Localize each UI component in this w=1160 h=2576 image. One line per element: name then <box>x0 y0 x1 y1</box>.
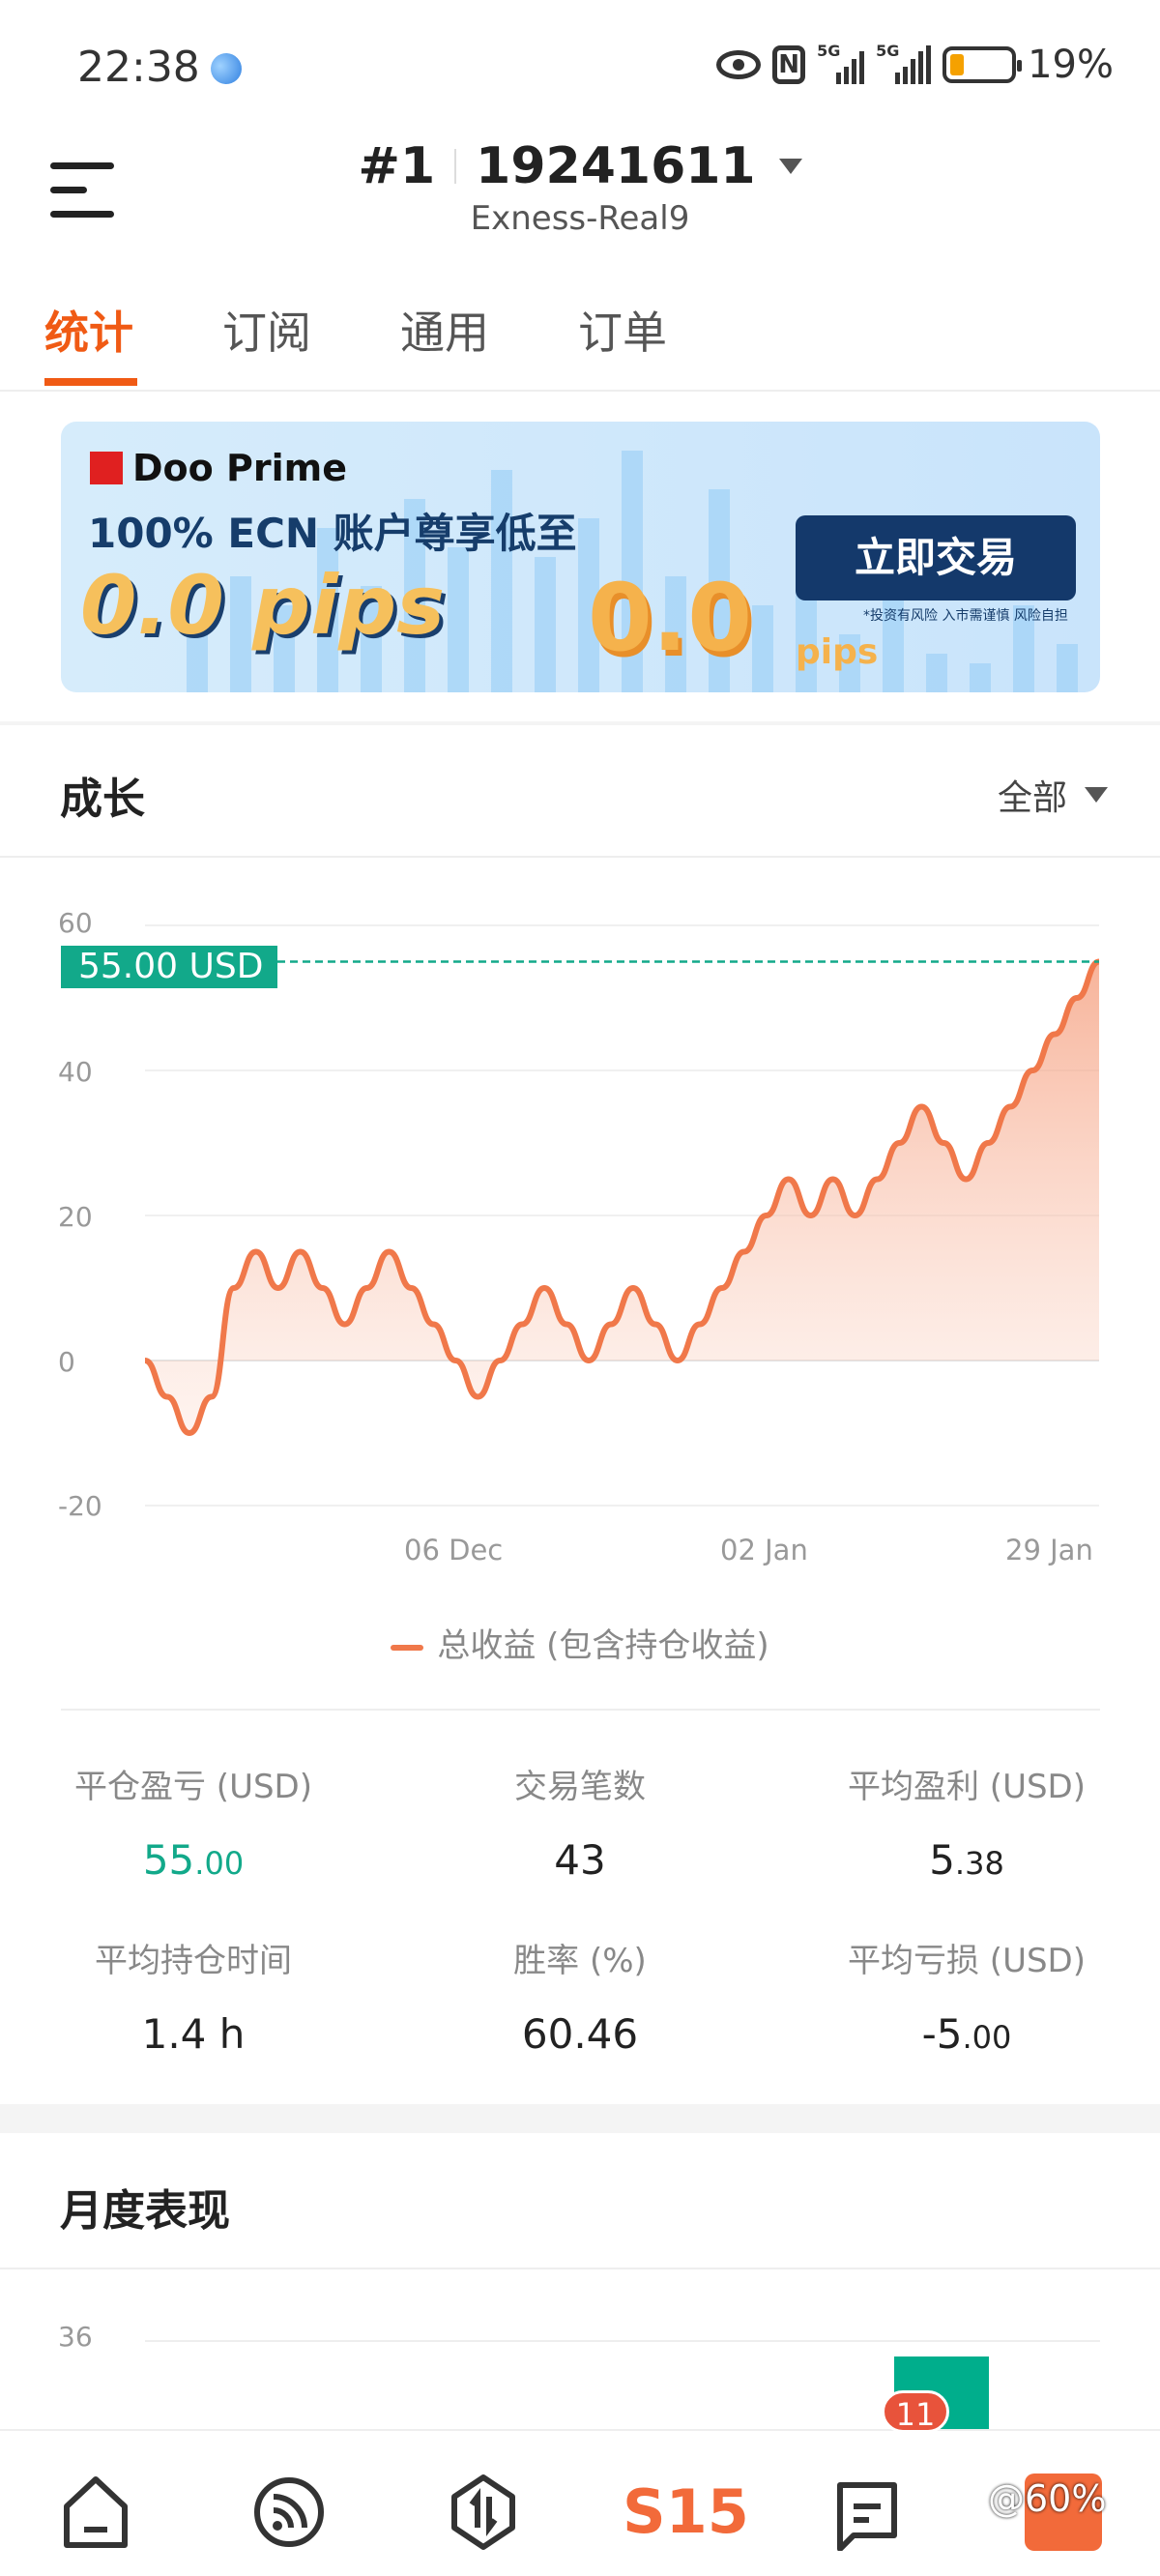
divider <box>61 1709 1100 1711</box>
status-time: 22:38 <box>77 43 200 92</box>
chart-legend: 总收益 (包含持仓收益) <box>0 1619 1160 1666</box>
account-index: #1 <box>358 137 436 195</box>
y-tick: -20 <box>58 1490 102 1522</box>
stat-avg-hold-time: 平均持仓时间 1.4 h <box>95 1942 292 2058</box>
section-separator <box>0 721 1160 725</box>
banner-big-unit: pips <box>796 632 879 672</box>
y-tick: 0 <box>58 1346 75 1378</box>
banner-decor-bar <box>361 586 382 692</box>
status-bar: 22:38 N 5G 5G 19% <box>0 0 1160 135</box>
banner-decor-bar <box>839 634 860 692</box>
x-tick: 02 Jan <box>720 1534 808 1566</box>
banner-decor-bar <box>926 654 947 692</box>
banner-decor-bar <box>317 528 338 692</box>
banner-decor-bar <box>709 489 730 692</box>
profile-icon[interactable] <box>1025 2474 1102 2551</box>
feed-icon[interactable] <box>250 2474 328 2551</box>
stat-win-rate: 胜率 (%) 60.46 <box>513 1942 647 2058</box>
messages-badge: 11 <box>882 2390 949 2433</box>
account-selector[interactable]: #1 19241611 Exness-Real9 <box>0 137 1160 238</box>
banner-disclaimer: *投资有风险 入市需谨慎 风险自担 <box>863 608 1068 624</box>
account-number: 19241611 <box>476 137 756 195</box>
trade-icon[interactable] <box>445 2474 522 2551</box>
home-icon[interactable] <box>57 2474 134 2551</box>
banner-decor-bar <box>1013 605 1034 692</box>
browser-icon <box>206 48 246 89</box>
growth-chart <box>143 924 1101 1507</box>
nfc-icon: N <box>772 45 806 84</box>
section-separator <box>0 2104 1160 2133</box>
caret-down-icon <box>1085 787 1108 803</box>
growth-title: 成长 <box>60 775 145 824</box>
stat-trade-count: 交易笔数 43 <box>514 1768 646 1884</box>
gridline <box>145 2340 1100 2342</box>
current-value-tag: 55.00 USD <box>61 946 277 988</box>
monthly-title: 月度表现 <box>60 2186 230 2236</box>
bottom-nav: S15 @60% <box>0 2429 1160 2576</box>
growth-area <box>145 961 1099 1433</box>
tab-general[interactable]: 通用 <box>400 307 489 359</box>
tab-orders[interactable]: 订单 <box>578 307 667 359</box>
tab-subscribe[interactable]: 订阅 <box>222 307 311 359</box>
banner-decor-bar <box>274 605 295 692</box>
divider <box>0 856 1160 858</box>
legend-swatch <box>391 1644 424 1651</box>
signal-icon: 5G <box>817 42 865 84</box>
brand-logo: Doo Prime <box>90 447 347 489</box>
status-icons: N 5G 5G 19% <box>716 42 1114 87</box>
banner-decor-bar <box>448 547 469 692</box>
signal-icon-2: 5G <box>876 42 932 84</box>
banner-decor-bar <box>1057 644 1078 692</box>
banner-decor-bar <box>230 576 251 692</box>
y-tick: 60 <box>58 907 93 939</box>
active-tab-indicator <box>44 378 137 386</box>
banner-decor-bar <box>752 605 773 692</box>
y-tick: 36 <box>58 2321 93 2353</box>
battery-icon <box>942 46 1023 83</box>
y-tick: 40 <box>58 1056 93 1088</box>
range-filter[interactable]: 全部 <box>998 770 1108 820</box>
banner-decor-bar <box>665 576 686 692</box>
banner-decor-bar <box>535 557 556 692</box>
banner-pips: 0.0 pips <box>80 558 446 653</box>
tab-stats[interactable]: 统计 <box>44 307 133 359</box>
tab-bar: 统计 订阅 通用 订单 <box>44 298 667 362</box>
stat-closed-pnl: 平仓盈亏 (USD) 55.00 <box>74 1768 312 1884</box>
divider <box>0 390 1160 392</box>
stat-avg-loss: 平均亏损 (USD) -5.00 <box>848 1942 1086 2058</box>
battery-percent: 19% <box>1028 43 1114 87</box>
account-server: Exness-Real9 <box>470 199 690 238</box>
banner-decor-bar <box>187 634 208 692</box>
eye-icon <box>716 50 762 79</box>
banner-decor-bar <box>578 518 599 692</box>
banner-decor-bar <box>970 663 991 692</box>
banner-decor-bar <box>491 470 512 692</box>
stat-avg-profit: 平均盈利 (USD) 5.38 <box>848 1768 1086 1884</box>
ad-banner[interactable]: Doo Prime 100% ECN 账户尊享低至 0.0 pips 0.0 p… <box>61 422 1100 692</box>
banner-decor-bar <box>622 451 643 692</box>
menu-icon[interactable] <box>50 162 114 222</box>
x-tick: 29 Jan <box>1005 1534 1093 1566</box>
banner-big-number: 0.0 <box>588 564 753 672</box>
y-tick: 20 <box>58 1201 93 1233</box>
banner-decor-bar <box>404 499 425 692</box>
banner-headline: 100% ECN 账户尊享低至 <box>88 510 577 557</box>
growth-line <box>143 958 1101 1436</box>
x-tick: 06 Dec <box>404 1534 504 1566</box>
s15-tab[interactable]: S15 <box>623 2476 749 2547</box>
caret-down-icon <box>778 159 802 174</box>
divider <box>0 2268 1160 2269</box>
trade-now-button[interactable]: 立即交易 <box>796 515 1076 600</box>
messages-icon[interactable] <box>830 2474 908 2551</box>
overlay-text: @60% <box>988 2477 1107 2520</box>
